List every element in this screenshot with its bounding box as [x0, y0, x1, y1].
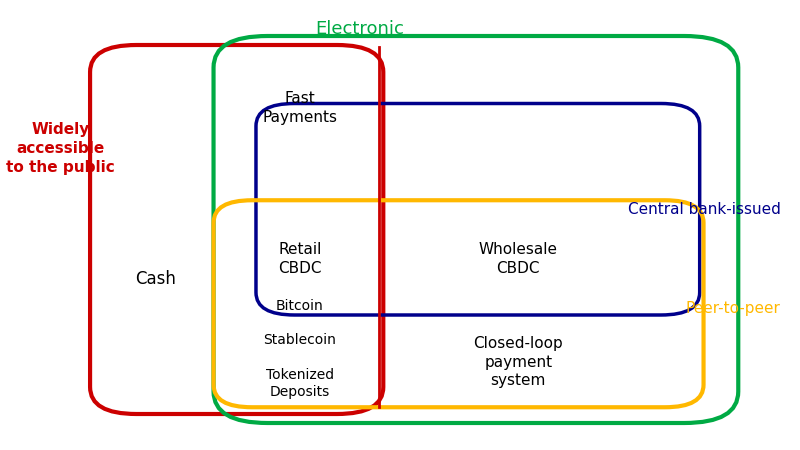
Text: Cash: Cash [135, 270, 176, 288]
Text: Peer-to-peer: Peer-to-peer [686, 301, 781, 316]
Text: Wholesale
CBDC: Wholesale CBDC [479, 242, 558, 275]
Text: Retail
CBDC: Retail CBDC [278, 242, 322, 275]
Text: Widely
accessible
to the public: Widely accessible to the public [6, 122, 115, 175]
Text: Fast
Payments: Fast Payments [262, 91, 338, 125]
Text: Central bank-issued: Central bank-issued [628, 202, 781, 217]
Text: Closed-loop
payment
system: Closed-loop payment system [474, 336, 563, 388]
Text: Bitcoin

Stablecoin

Tokenized
Deposits: Bitcoin Stablecoin Tokenized Deposits [263, 298, 336, 399]
Text: Electronic: Electronic [316, 20, 405, 38]
